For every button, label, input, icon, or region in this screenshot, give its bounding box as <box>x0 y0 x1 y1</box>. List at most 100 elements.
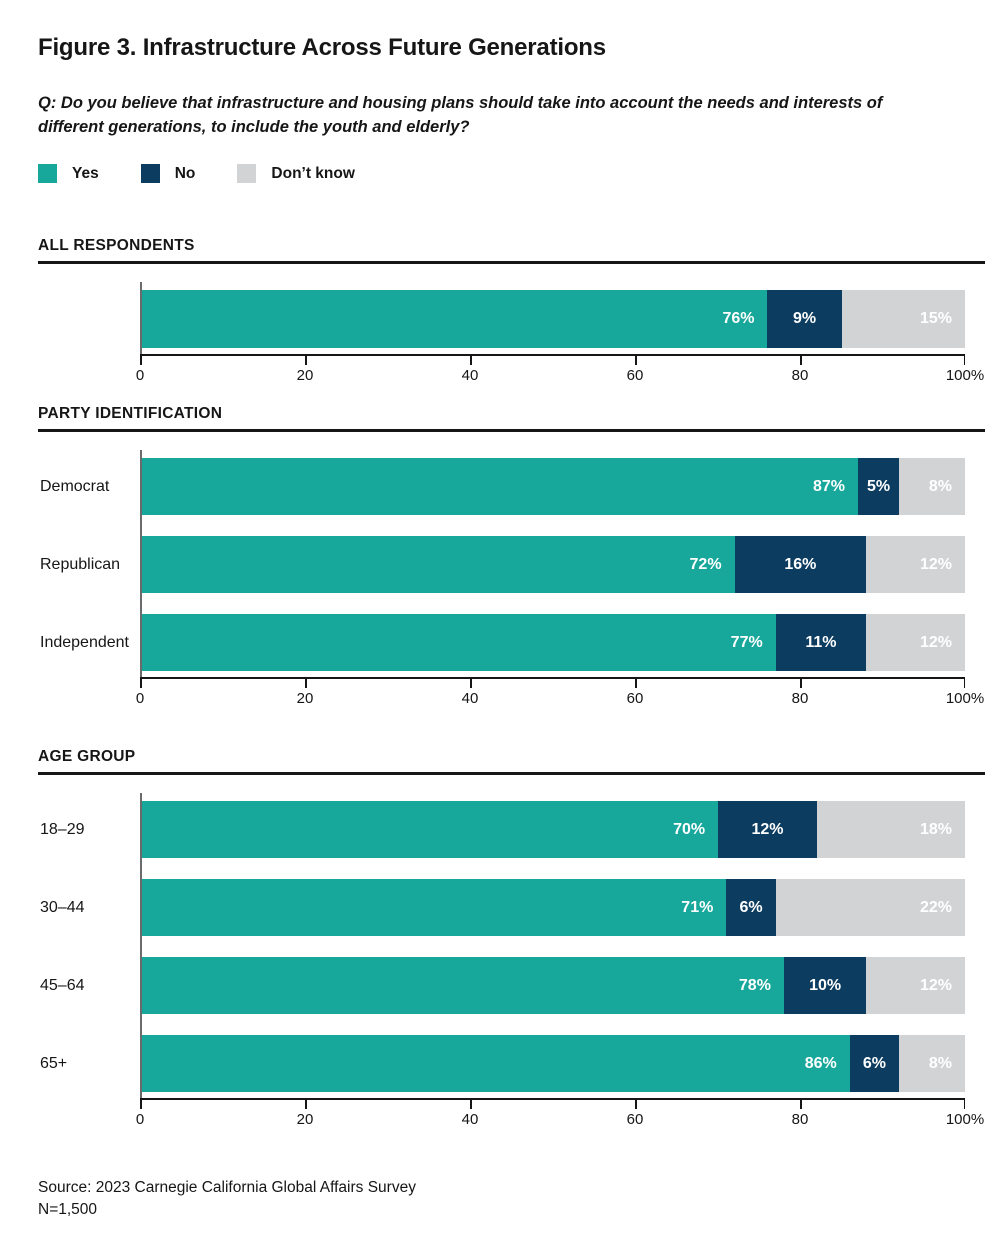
x-axis-tick-label: 60 <box>626 690 644 708</box>
bar-segment-yes: 72% <box>142 536 735 594</box>
segment-value-label-dont-know: 8% <box>928 1054 952 1072</box>
legend-label-yes: Yes <box>72 164 99 182</box>
bar-segment-yes: 71% <box>142 879 727 937</box>
x-axis-tick <box>635 1100 637 1110</box>
bar-segment-dont-know: 8% <box>899 458 965 516</box>
bar-segment-dont-know: 12% <box>866 614 965 672</box>
x-axis-tick <box>963 1100 965 1110</box>
x-axis-tick-label: 80 <box>791 367 809 385</box>
segment-value-label-dont-know: 8% <box>928 477 952 495</box>
section-title: AGE GROUP <box>38 748 136 766</box>
x-axis-tick <box>305 1100 307 1110</box>
bar-segment-no: 5% <box>858 458 900 516</box>
stacked-bar: 72% 16% 12% <box>142 536 965 594</box>
bar-row: 45–64 78% 10% 12% <box>40 957 965 1015</box>
segment-value-label-yes: 71% <box>681 898 714 916</box>
section-divider <box>38 429 985 433</box>
x-axis-tick-labels: 0 20 40 60 80 100% <box>136 367 984 385</box>
x-axis-tick <box>305 679 307 689</box>
x-axis-tick <box>305 356 307 366</box>
x-axis-tick-label: 100% <box>945 1111 985 1129</box>
bar-row: Republican 72% 16% 12% <box>40 536 965 594</box>
stacked-bar: 76% 9% 15% <box>142 290 965 349</box>
x-axis-tick-label: 20 <box>296 367 314 385</box>
segment-value-label-yes: 78% <box>738 976 771 994</box>
stacked-bar-plot: 18–29 70% 12% 18% 30–44 71% 6% 22% <box>40 793 984 1129</box>
segment-value-label-no: 12% <box>751 820 784 838</box>
x-axis-tick-label: 40 <box>461 690 479 708</box>
bar-segment-no: 11% <box>775 614 867 672</box>
bar-row-label: Democrat <box>40 477 110 495</box>
bar-row: Democrat 87% 5% 8% <box>40 458 965 516</box>
x-axis-tick-labels: 0 20 40 60 80 100% <box>136 1111 984 1129</box>
stacked-bar: 71% 6% 22% <box>142 879 965 937</box>
bar-segment-dont-know: 22% <box>775 879 965 937</box>
segment-value-label-dont-know: 12% <box>919 555 952 573</box>
segment-value-label-yes: 77% <box>730 633 763 651</box>
bar-segment-no: 6% <box>849 1035 900 1093</box>
segment-value-label-yes: 72% <box>689 555 722 573</box>
x-axis-tick <box>140 1100 142 1110</box>
stacked-bar: 77% 11% 12% <box>142 614 965 672</box>
x-axis-tick-label: 80 <box>791 690 809 708</box>
bar-segment-yes: 76% <box>142 290 768 349</box>
x-axis-tick <box>470 356 472 366</box>
bar-row: 18–29 70% 12% 18% <box>40 801 965 859</box>
segment-value-label-yes: 76% <box>722 310 755 328</box>
legend-swatch-no <box>140 164 160 184</box>
section-title: PARTY IDENTIFICATION <box>38 405 223 423</box>
bar-segment-dont-know: 18% <box>816 801 965 859</box>
bar-segment-no: 16% <box>734 536 867 594</box>
bar-segment-dont-know: 8% <box>899 1035 965 1093</box>
bar-row-label: 30–44 <box>40 898 85 916</box>
x-axis-tick-label: 40 <box>461 367 479 385</box>
bar-segment-no: 10% <box>783 957 867 1015</box>
chart-sections: ALL RESPONDENTS 76% 9% 15% 0 20 40 60 80 100%… <box>38 237 985 1129</box>
segment-value-label-no: 5% <box>867 477 891 495</box>
bar-rows: Democrat 87% 5% 8% Republican 72% 16% 12… <box>40 450 965 678</box>
bar-rows: 76% 9% 15% <box>140 282 965 355</box>
x-axis-tick-labels: 0 20 40 60 80 100% <box>136 690 984 708</box>
source-text: Source: 2023 Carnegie California Global … <box>38 1179 416 1197</box>
segment-value-label-no: 6% <box>739 898 763 916</box>
x-axis-tick-label: 100% <box>945 367 985 385</box>
bar-segment-yes: 87% <box>142 458 858 516</box>
x-axis-ticks <box>140 1100 965 1110</box>
segment-value-label-yes: 87% <box>812 477 845 495</box>
stacked-bar-plot: 76% 9% 15% 0 20 40 60 80 100% <box>136 282 984 385</box>
bar-row: Independent 77% 11% 12% <box>40 614 965 672</box>
x-axis-tick-label: 100% <box>945 690 985 708</box>
x-axis-tick-label: 20 <box>296 1111 314 1129</box>
x-axis-line <box>140 1098 965 1101</box>
segment-value-label-dont-know: 22% <box>919 898 952 916</box>
bar-segment-no: 12% <box>718 801 817 859</box>
bar-segment-dont-know: 12% <box>866 957 965 1015</box>
section-divider <box>38 261 985 265</box>
x-axis-tick-label: 0 <box>135 690 145 708</box>
chart-section: ALL RESPONDENTS 76% 9% 15% 0 20 40 60 80 100% <box>38 237 985 385</box>
bar-row-label: 65+ <box>40 1054 68 1072</box>
segment-value-label-dont-know: 15% <box>919 310 952 328</box>
x-axis-tick-label: 40 <box>461 1111 479 1129</box>
x-axis-line <box>140 677 965 680</box>
bar-row-label: Republican <box>40 555 121 573</box>
bar-segment-no: 9% <box>767 290 842 349</box>
segment-value-label-no: 10% <box>809 976 842 994</box>
segment-value-label-yes: 70% <box>673 820 706 838</box>
bar-segment-dont-know: 15% <box>841 290 965 349</box>
stacked-bar: 86% 6% 8% <box>142 1035 965 1093</box>
bar-row-label: Independent <box>40 633 129 651</box>
survey-question: Q: Do you believe that infrastructure an… <box>38 93 883 136</box>
bar-segment-yes: 78% <box>142 957 784 1015</box>
x-axis-tick <box>635 679 637 689</box>
section-divider <box>38 772 985 776</box>
bar-segment-no: 6% <box>726 879 776 937</box>
x-axis-tick <box>800 356 802 366</box>
chart-section: PARTY IDENTIFICATION Democrat 87% 5% 8% … <box>38 405 985 708</box>
x-axis-tick-label: 60 <box>626 1111 644 1129</box>
segment-value-label-no: 6% <box>862 1054 887 1072</box>
legend-label-no: No <box>174 164 196 182</box>
x-axis-ticks <box>140 356 965 366</box>
bar-row: 65+ 86% 6% 8% <box>40 1035 965 1093</box>
legend-item-dont-know: Don’t know <box>237 164 355 184</box>
